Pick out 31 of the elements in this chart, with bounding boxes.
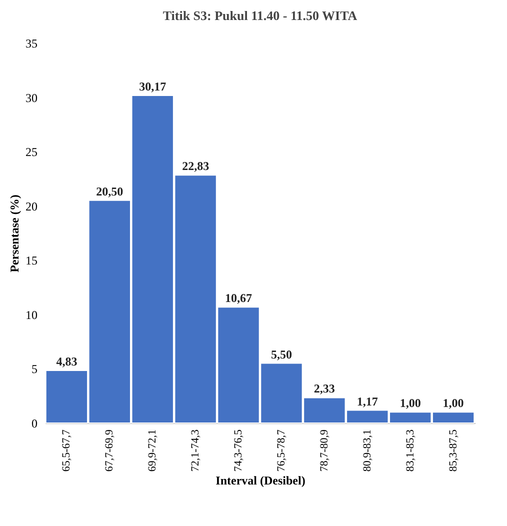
x-tick-label: 65,5-67,7: [60, 429, 73, 472]
y-axis-title: Persentase (%): [8, 194, 22, 272]
data-label: 1,17: [356, 394, 378, 408]
data-label: 1,00: [400, 396, 421, 410]
data-label: 20,50: [96, 184, 124, 198]
y-tick-label: 15: [26, 254, 38, 268]
x-axis-title: Interval (Desibel): [216, 474, 306, 488]
data-label: 4,83: [56, 354, 78, 369]
y-tick-label: 10: [26, 308, 38, 322]
x-tick-label: 74,3-76,5: [232, 429, 245, 472]
data-label: 1,00: [442, 396, 464, 410]
y-tick-label: 35: [26, 36, 38, 50]
data-label: 30,17: [139, 79, 166, 94]
x-tick-label: 67,7-69,9: [104, 429, 116, 472]
x-tick-label: 69,9-72,1: [146, 430, 159, 472]
x-tick-label: 72,1-74,3: [190, 429, 202, 472]
data-label: 10,67: [225, 291, 252, 306]
y-tick-label: 20: [26, 199, 38, 214]
data-label: 2,33: [314, 382, 335, 396]
y-tick-label: 0: [32, 416, 38, 430]
data-label: 22,83: [182, 159, 210, 174]
y-tick-label: 25: [26, 145, 38, 160]
chart-title: Titik S3: Pukul 11.40 - 11.50 WITA: [162, 8, 358, 23]
x-tick-label: 85,3-87,5: [447, 429, 460, 472]
x-tick-label: 78,7-80,9: [318, 429, 330, 472]
x-tick-label: 80,9-83,1: [361, 430, 374, 472]
y-tick-label: 5: [32, 362, 38, 376]
y-tick-label: 30: [26, 90, 38, 105]
x-tick-label: 83,1-85,3: [404, 429, 416, 472]
x-tick-label: 76,5-78,7: [275, 429, 288, 472]
data-label: 5,50: [270, 347, 292, 362]
